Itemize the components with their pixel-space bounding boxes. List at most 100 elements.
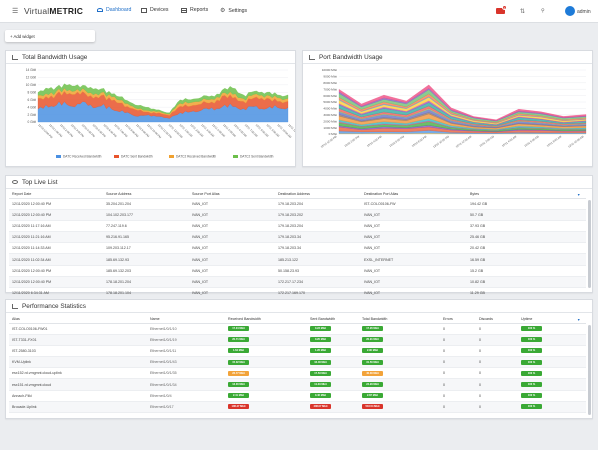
port-bandwidth-chart[interactable]: 10000 Mbit 9000 Mbit 8000 Mbit 7000 Mbit 600…: [303, 64, 592, 166]
column-header[interactable]: Errors: [440, 315, 476, 324]
table-row[interactable]: 12/11/2020 6:34:31 AM 178.18.201.104 IVAN_…: [9, 287, 586, 300]
y-tick-label: 5000 Mbit: [323, 100, 337, 104]
table-cell: IVAN_IOT: [189, 231, 275, 244]
nav-settings[interactable]: ⚙ Settings: [220, 7, 247, 15]
table-cell: Ethernet1/0/1/43: [147, 356, 225, 369]
table-cell: 20.42 GB: [467, 242, 586, 255]
nav-dashboard-label: Dashboard: [106, 7, 132, 13]
user-name[interactable]: admin: [577, 9, 591, 15]
add-widget-button[interactable]: + Add widget: [5, 30, 95, 42]
table-cell: 172.217.169.170: [275, 287, 361, 300]
performance-statistics-panel: Performance Statistics Alias Name Receiv…: [5, 299, 593, 419]
table-row[interactable]: esx151.rd.vmgmnt.cloud Ethernet1/0/1/34 13…: [9, 378, 586, 391]
scrollbar[interactable]: [588, 200, 591, 288]
table-row[interactable]: esx152.rd.vmgmnt.cloud-uplink Ethernet1/0…: [9, 367, 586, 380]
logo[interactable]: VirtualMETRIC: [24, 6, 84, 16]
port-series-area[interactable]: [338, 84, 587, 121]
total-bandwidth-header: Total Bandwidth Usage: [6, 51, 295, 64]
table-cell: 1.64 Mbit: [225, 345, 307, 358]
table-cell: IVAN_IOT: [189, 265, 275, 277]
table-cell: 100 %: [518, 390, 586, 402]
series-area-3[interactable]: [37, 83, 289, 115]
column-header[interactable]: Uptime: [518, 315, 586, 324]
table-row[interactable]: 12/11/2020 11:17:16 AM 77.247.119.6 IVAN_I…: [9, 220, 586, 233]
top-live-list-panel: Top Live List Report Date Source Address…: [5, 175, 593, 300]
gear-icon: ⚙: [220, 8, 226, 14]
column-header[interactable]: Bytes: [467, 190, 586, 199]
table-row[interactable]: Brocade-Uplink Ethernet1/0/17 108.47 Mbit 4…: [9, 401, 586, 414]
table-cell: 20.71 Mbit: [225, 334, 307, 346]
table-row[interactable]: 12/11/2020 12:00:40 PM 104.102.203.177 IVA…: [9, 209, 586, 221]
column-header[interactable]: Name: [147, 315, 225, 324]
column-header[interactable]: Alias: [9, 315, 147, 324]
table-row[interactable]: 12/11/2020 12:00:40 PM 178.18.201.204 IVAN…: [9, 276, 586, 289]
table-cell: 17.04 Mbit: [225, 323, 307, 335]
y-tick-label: 0 Gbit: [27, 120, 36, 124]
y-tick-label: 2 Gbit: [27, 113, 36, 117]
avatar[interactable]: [565, 6, 575, 16]
uptime-badge: 100 %: [521, 359, 542, 365]
sort-desc-icon[interactable]: ▼: [577, 318, 581, 322]
table-cell: IVAN_IOT: [189, 220, 275, 233]
column-header[interactable]: Report Date: [9, 190, 103, 199]
table-row[interactable]: 12/11/2020 11:14:33 AM 109.203.112.17 IVAN…: [9, 242, 586, 255]
table-cell: 0.46 Mbit: [307, 390, 359, 402]
table-cell: 100 %: [518, 378, 586, 391]
table-row[interactable]: 12/11/2020 12:00:40 PM 35.204.201.204 IVAN…: [9, 198, 586, 210]
bandwidth-badge: 2.41 Mbit: [228, 393, 249, 399]
top-live-list-header: Top Live List: [6, 176, 592, 189]
uptime-badge: 100 %: [521, 326, 542, 332]
table-cell: 16.59 GB: [467, 253, 586, 266]
column-header[interactable]: Destination Address: [275, 190, 361, 199]
nav-devices[interactable]: Devices: [141, 7, 168, 13]
top-live-table: Report Date Source Address Source Port A…: [9, 190, 586, 300]
bandwidth-badge: 17.26 Mbit: [362, 326, 383, 332]
bandwidth-badge: 0.20 Mbit: [310, 337, 331, 343]
column-header[interactable]: Discards: [476, 315, 518, 324]
legend-label[interactable]: DATC2 Sent Bandwidth: [240, 155, 274, 159]
table-cell: Ethernet1/0/1/19: [147, 334, 225, 346]
table-row[interactable]: KVM-Uplink Ethernet1/0/1/43 15.02 Mbit 16.4…: [9, 356, 586, 369]
alerts-button[interactable]: [496, 8, 505, 14]
column-header[interactable]: Source Port Alias: [189, 190, 275, 199]
uptime-badge: 100 %: [521, 370, 542, 376]
table-cell: 100 %: [518, 334, 586, 346]
x-tick-label: 12/11 10:00 AM: [567, 134, 585, 148]
table-row[interactable]: IST-2580-3103 Ethernet1/0/1/11 1.64 Mbit 1.…: [9, 345, 586, 358]
sort-desc-icon[interactable]: ▼: [577, 193, 581, 197]
table-row[interactable]: IST-T331-FX01 Ethernet1/0/1/19 20.71 Mbit 0…: [9, 334, 586, 346]
table-row[interactable]: 12/11/2020 11:02:34 AM 185.69.132.93 IVAN_…: [9, 253, 586, 266]
legend-label[interactable]: DATC Sent Bandwidth: [121, 155, 153, 159]
table-cell: IST-2580-3103: [9, 345, 147, 358]
column-header[interactable]: Total Bandwidth: [359, 315, 440, 324]
table-cell: IVAN_IOT: [189, 198, 275, 210]
table-row[interactable]: 12/11/2020 11:21:16 AM 95.216.91.165 IVAN_…: [9, 231, 586, 244]
y-tick-label: 10000 Mbit: [322, 68, 337, 72]
menu-icon[interactable]: ☰: [12, 8, 19, 15]
table-cell: 40.30 Mbit: [359, 367, 440, 380]
sort-icon[interactable]: ⇅: [520, 9, 526, 15]
total-bandwidth-chart[interactable]: 14 Gbit 12 Gbit 10 Gbit 8 Gbit 6 Gbit 4 Gbit 2…: [6, 64, 295, 166]
nav-reports[interactable]: Reports: [181, 7, 208, 13]
table-row[interactable]: Annach-Fiiki Ethernet1/0/4 2.41 Mbit 0.46 M…: [9, 390, 586, 402]
table-cell: 0: [476, 401, 518, 414]
legend-label[interactable]: DATC Received Bandwidth: [63, 155, 102, 159]
x-tick-label: 12/10 4:00 PM: [366, 134, 383, 148]
table-cell: esx152.rd.vmgmnt.cloud-uplink: [9, 367, 147, 380]
table-row[interactable]: IST-COLO0106-FW01 Ethernet1/0/1/10 17.04 M…: [9, 323, 586, 335]
legend-label[interactable]: DATC2 Received Bandwidth: [176, 155, 216, 159]
table-row[interactable]: 12/11/2020 12:00:40 PM 185.69.132.203 IVAN…: [9, 265, 586, 277]
table-cell: Ethernet1/0/17: [147, 401, 225, 414]
legend-swatch: [169, 155, 174, 158]
table-header-row: Alias Name Received Bandwidth Sent Bandw…: [9, 315, 586, 324]
nav-dashboard[interactable]: Dashboard: [97, 7, 131, 13]
x-tick-label: 12/11 6:00 AM: [523, 134, 540, 148]
column-header[interactable]: Destination Port Alias: [361, 190, 467, 199]
column-header[interactable]: Received Bandwidth: [225, 315, 307, 324]
column-header[interactable]: Source Address: [103, 190, 189, 199]
table-cell: 31.50 Mbit: [359, 356, 440, 369]
search-icon[interactable]: ⚲: [541, 8, 545, 14]
column-header[interactable]: Sent Bandwidth: [307, 315, 359, 324]
table-header-row: Report Date Source Address Source Port A…: [9, 190, 586, 199]
scrollbar[interactable]: [588, 325, 591, 415]
